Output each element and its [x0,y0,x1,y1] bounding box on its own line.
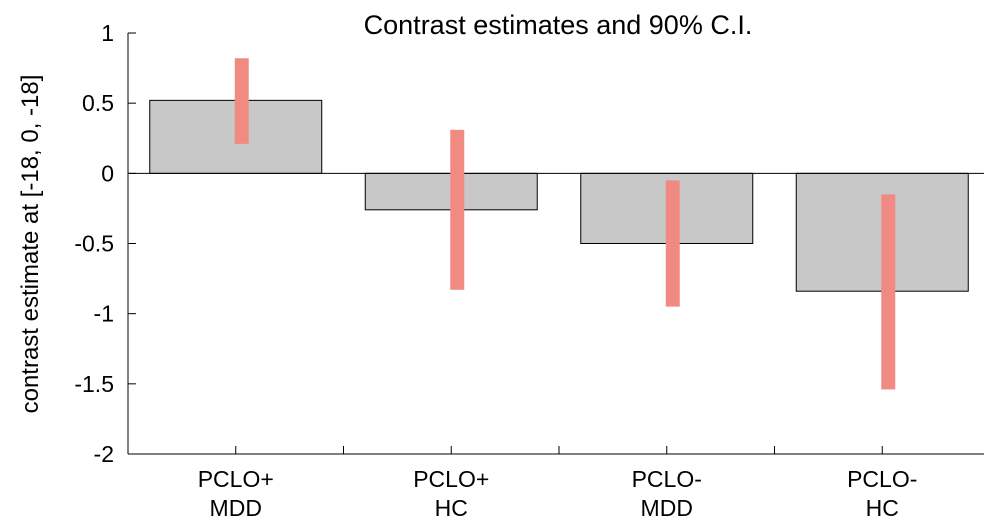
y-tick-label: -2 [94,441,114,467]
y-tick-label: -1 [94,301,114,327]
confidence-interval [665,180,680,307]
x-tick-label: PCLO- [632,466,702,492]
y-tick-label: -1.5 [74,371,114,397]
x-ticks: PCLO+ MDD PCLO+ HC PCLO- MDD PCLO- HC [198,446,917,521]
y-axis-label: contrast estimate at [-18, 0, -18] [17,75,44,414]
confidence-intervals [234,58,896,390]
y-tick-label: 1 [101,20,114,46]
x-tick-label: MDD [210,495,262,521]
y-tick-label: 0.5 [82,90,114,116]
confidence-interval [450,129,465,290]
y-tick-label: 0 [101,160,114,186]
x-tick-label: MDD [641,495,693,521]
confidence-interval [881,194,896,390]
confidence-interval [234,58,249,144]
bars [128,99,984,292]
y-ticks: 1 0.5 0 -0.5 -1 -1.5 -2 [74,20,136,467]
x-tick-label: PCLO+ [198,466,274,492]
x-tick-label: HC [866,495,899,521]
y-tick-label: -0.5 [74,231,114,257]
x-tick-label: PCLO- [847,466,917,492]
x-tick-label: PCLO+ [413,466,489,492]
chart-title: Contrast estimates and 90% C.I. [364,10,753,40]
x-tick-label: HC [435,495,468,521]
